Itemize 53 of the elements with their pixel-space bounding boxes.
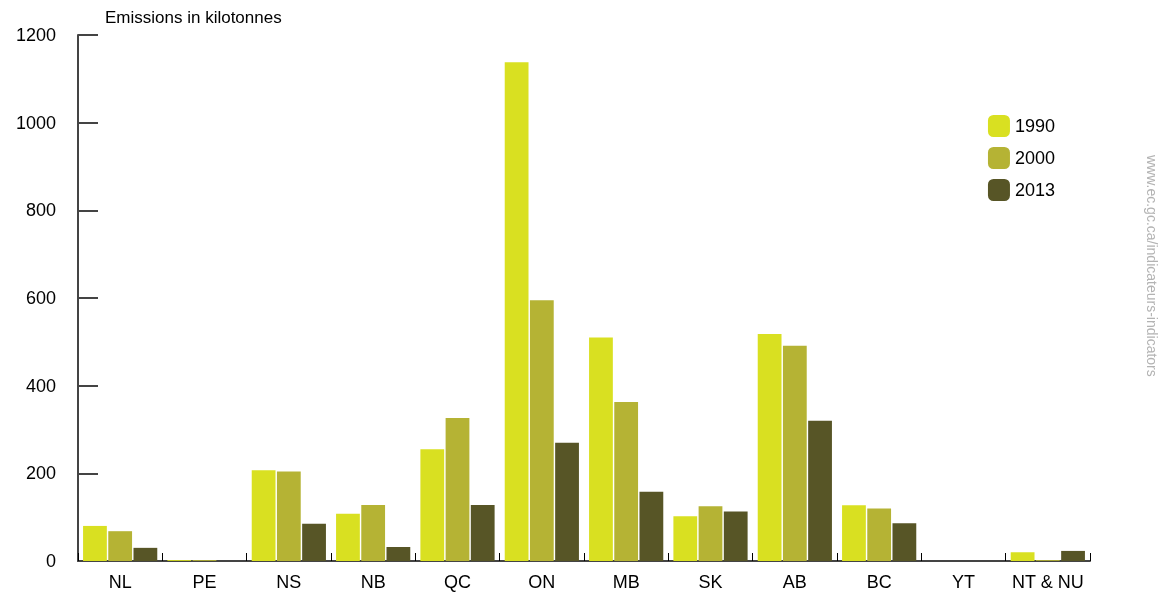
bar (361, 504, 386, 561)
bar (555, 442, 579, 561)
bar (529, 300, 554, 561)
y-axis-title: Emissions in kilotonnes (105, 8, 282, 27)
bar (251, 470, 276, 561)
y-tick-label: 0 (45, 551, 56, 571)
bar (302, 523, 326, 561)
x-tick-label: NT & NU (1011, 572, 1084, 592)
x-tick-label: AB (782, 572, 807, 592)
x-tick-label: SK (698, 572, 723, 592)
bar (673, 516, 698, 561)
bar (892, 523, 917, 561)
bar (108, 531, 133, 561)
x-tick-label: NS (276, 572, 302, 592)
bar (1061, 550, 1085, 561)
bar (698, 506, 723, 561)
bar (589, 337, 613, 561)
bar (336, 513, 360, 561)
x-tick-label: PE (192, 572, 217, 592)
bar (470, 504, 495, 561)
x-tick-label: ON (528, 572, 556, 592)
bar (639, 491, 664, 561)
bar (420, 449, 445, 561)
y-tick-label: 1200 (15, 25, 56, 45)
y-tick-label: 800 (25, 200, 56, 221)
x-tick-label: YT (951, 572, 976, 592)
bar (723, 511, 748, 561)
legend-label: 2000 (1014, 148, 1055, 168)
bar (782, 345, 807, 561)
legend-label: 1990 (1014, 116, 1055, 136)
bar (867, 508, 892, 561)
x-tick-label: NL (108, 572, 132, 592)
y-tick-label: 400 (25, 375, 56, 396)
bar (808, 420, 832, 561)
y-tick-label: 200 (25, 463, 56, 484)
x-tick-label: QC (444, 572, 471, 592)
bar (842, 505, 866, 561)
x-tick-label: BC (866, 572, 892, 592)
bar (386, 546, 411, 561)
bar (1010, 552, 1035, 561)
text: www.ec.gc.ca/indicateurs-indicators (1144, 154, 1160, 377)
bar (83, 525, 107, 561)
bar (504, 62, 529, 561)
legend-label: 2013 (1014, 180, 1055, 200)
bar (614, 401, 639, 561)
bar (445, 418, 470, 561)
y-tick-label: 1000 (15, 112, 56, 133)
x-tick-label: NB (360, 572, 386, 592)
bar (276, 471, 301, 561)
bar (133, 547, 158, 561)
y-tick-label: 600 (25, 288, 56, 308)
x-tick-label: MB (612, 572, 640, 592)
bar (757, 333, 782, 561)
